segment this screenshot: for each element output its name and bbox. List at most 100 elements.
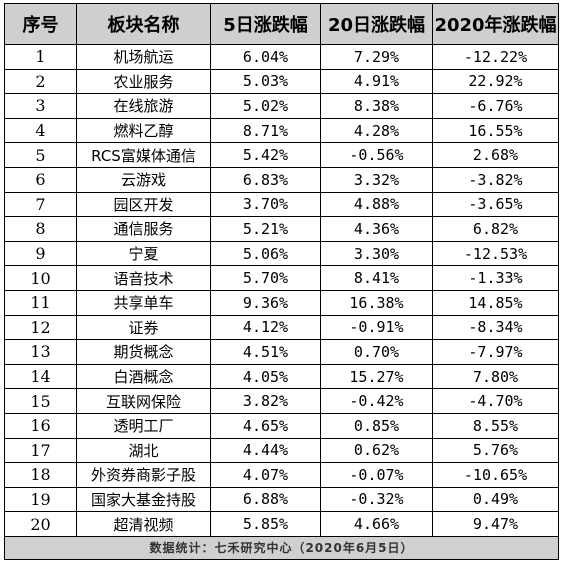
row-index: 7 — [4, 191, 77, 218]
change-5day: 4.07% — [210, 462, 321, 488]
table-row: 6 云游戏 6.83% 3.32% -3.82% — [4, 166, 559, 193]
row-index: 2 — [4, 68, 77, 95]
change-5day: 5.03% — [210, 68, 321, 95]
change-20day: 15.27% — [320, 363, 433, 390]
change-2020: -6.76% — [432, 93, 559, 119]
sector-name: RCS富媒体通信 — [76, 142, 211, 168]
change-5day: 6.04% — [210, 44, 321, 70]
change-20day: 8.41% — [320, 265, 433, 291]
change-2020: 8.55% — [432, 412, 559, 439]
change-2020: -12.22% — [432, 44, 559, 70]
row-index: 1 — [4, 44, 77, 70]
change-2020: -7.97% — [432, 339, 559, 365]
change-20day: 0.62% — [320, 437, 433, 464]
sector-name: 湖北 — [76, 437, 211, 464]
sector-name: 在线旅游 — [76, 93, 211, 119]
change-5day: 5.02% — [210, 93, 321, 119]
change-5day: 6.88% — [210, 486, 321, 513]
table-row: 9 宁夏 5.06% 3.30% -12.53% — [4, 240, 559, 267]
sector-name: 透明工厂 — [76, 412, 211, 439]
change-20day: 4.66% — [320, 511, 433, 537]
row-index: 11 — [4, 289, 77, 316]
row-index: 4 — [4, 117, 77, 144]
change-2020: -12.53% — [432, 240, 559, 267]
table-row: 12 证券 4.12% -0.91% -8.34% — [4, 314, 559, 341]
table-row: 4 燃料乙醇 8.71% 4.28% 16.55% — [4, 117, 559, 144]
sector-name: 超清视频 — [76, 511, 211, 537]
sector-table-container: 序号 板块名称 5日涨跌幅 20日涨跌幅 2020年涨跌幅 1 机场航运 6.04%… — [4, 3, 559, 560]
change-5day: 4.44% — [210, 437, 321, 464]
row-index: 15 — [4, 388, 77, 414]
change-5day: 5.42% — [210, 142, 321, 168]
change-5day: 5.06% — [210, 240, 321, 267]
table-row: 7 园区开发 3.70% 4.88% -3.65% — [4, 191, 559, 218]
change-2020: 14.85% — [432, 289, 559, 316]
row-index: 18 — [4, 462, 77, 488]
header-20day-change: 20日涨跌幅 — [320, 3, 433, 45]
change-2020: -4.70% — [432, 388, 559, 414]
table-row: 2 农业服务 5.03% 4.91% 22.92% — [4, 68, 559, 95]
change-20day: -0.32% — [320, 486, 433, 513]
row-index: 19 — [4, 486, 77, 513]
header-index: 序号 — [4, 3, 77, 45]
change-20day: 4.36% — [320, 216, 433, 242]
change-5day: 4.65% — [210, 412, 321, 439]
change-5day: 3.70% — [210, 191, 321, 218]
sector-performance-table: 序号 板块名称 5日涨跌幅 20日涨跌幅 2020年涨跌幅 1 机场航运 6.04%… — [4, 3, 559, 560]
row-index: 16 — [4, 412, 77, 439]
table-header-row: 序号 板块名称 5日涨跌幅 20日涨跌幅 2020年涨跌幅 — [4, 3, 559, 45]
sector-name: 白酒概念 — [76, 363, 211, 390]
header-sector-name: 板块名称 — [76, 3, 211, 45]
row-index: 5 — [4, 142, 77, 168]
sector-name: 证券 — [76, 314, 211, 341]
row-index: 6 — [4, 166, 77, 193]
row-index: 12 — [4, 314, 77, 341]
change-5day: 9.36% — [210, 289, 321, 316]
sector-name: 外资券商影子股 — [76, 462, 211, 488]
sector-name: 语音技术 — [76, 265, 211, 291]
row-index: 14 — [4, 363, 77, 390]
table-row: 14 白酒概念 4.05% 15.27% 7.80% — [4, 363, 559, 390]
change-2020: 5.76% — [432, 437, 559, 464]
change-2020: -10.65% — [432, 462, 559, 488]
table-row: 10 语音技术 5.70% 8.41% -1.33% — [4, 265, 559, 291]
sector-name: 宁夏 — [76, 240, 211, 267]
sector-name: 燃料乙醇 — [76, 117, 211, 144]
row-index: 13 — [4, 339, 77, 365]
row-index: 8 — [4, 216, 77, 242]
table-row: 20 超清视频 5.85% 4.66% 9.47% — [4, 511, 559, 537]
change-2020: 22.92% — [432, 68, 559, 95]
change-20day: 0.70% — [320, 339, 433, 365]
row-index: 17 — [4, 437, 77, 464]
table-row: 8 通信服务 5.21% 4.36% 6.82% — [4, 216, 559, 242]
change-20day: 7.29% — [320, 44, 433, 70]
sector-name: 共享单车 — [76, 289, 211, 316]
sector-name: 农业服务 — [76, 68, 211, 95]
change-20day: 3.30% — [320, 240, 433, 267]
change-5day: 8.71% — [210, 117, 321, 144]
sector-name: 园区开发 — [76, 191, 211, 218]
change-5day: 4.51% — [210, 339, 321, 365]
change-2020: 0.49% — [432, 486, 559, 513]
row-index: 9 — [4, 240, 77, 267]
table-row: 17 湖北 4.44% 0.62% 5.76% — [4, 437, 559, 464]
change-20day: -0.42% — [320, 388, 433, 414]
header-2020-change: 2020年涨跌幅 — [432, 3, 559, 45]
change-20day: 16.38% — [320, 289, 433, 316]
change-5day: 4.12% — [210, 314, 321, 341]
change-20day: -0.91% — [320, 314, 433, 341]
row-index: 3 — [4, 93, 77, 119]
change-2020: -8.34% — [432, 314, 559, 341]
table-row: 19 国家大基金持股 6.88% -0.32% 0.49% — [4, 486, 559, 513]
table-row: 13 期货概念 4.51% 0.70% -7.97% — [4, 339, 559, 365]
change-5day: 3.82% — [210, 388, 321, 414]
table-row: 15 互联网保险 3.82% -0.42% -4.70% — [4, 388, 559, 414]
change-2020: -1.33% — [432, 265, 559, 291]
table-row: 16 透明工厂 4.65% 0.85% 8.55% — [4, 412, 559, 439]
data-source-note: 数据统计：七禾研究中心（2020年6月5日） — [4, 535, 559, 560]
change-20day: 3.32% — [320, 166, 433, 193]
table-row: 5 RCS富媒体通信 5.42% -0.56% 2.68% — [4, 142, 559, 168]
row-index: 10 — [4, 265, 77, 291]
change-20day: -0.07% — [320, 462, 433, 488]
change-2020: 7.80% — [432, 363, 559, 390]
